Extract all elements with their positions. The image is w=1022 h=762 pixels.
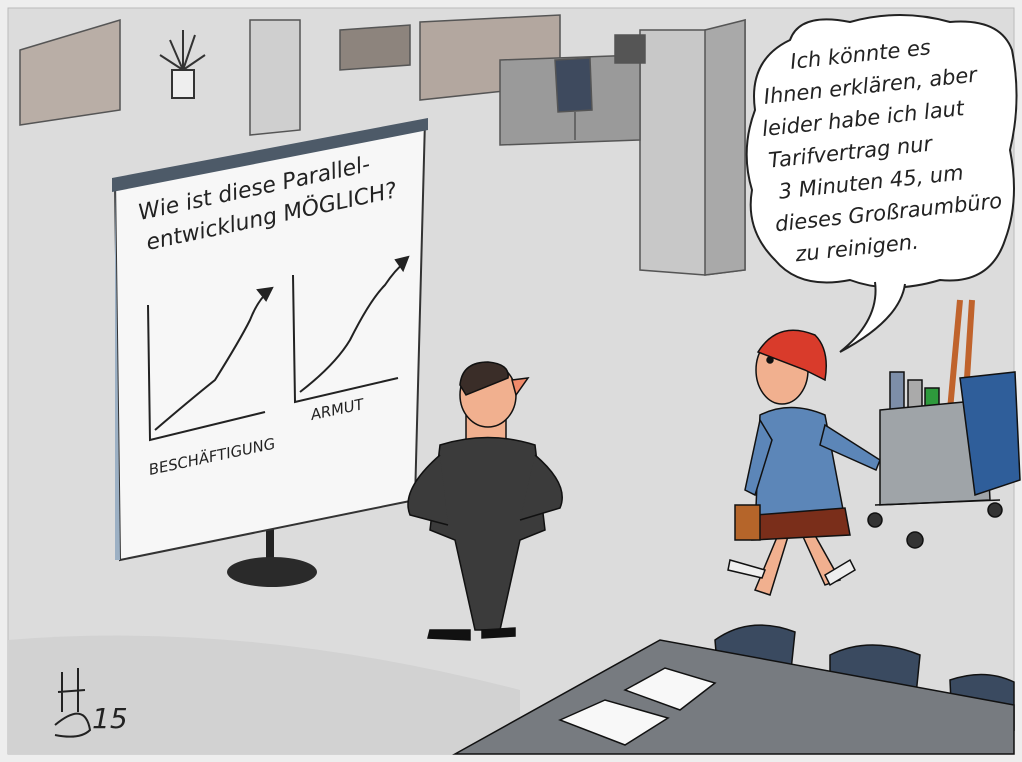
partitions-part: [705, 20, 745, 275]
cartoon: Wie ist diese Parallel- entwicklung MÖGL…: [0, 0, 1022, 762]
plant-part: [172, 70, 194, 98]
cleaning-cart-part: [988, 503, 1002, 517]
flipchart-part: [227, 557, 317, 587]
cleaning-cart-part: [907, 532, 923, 548]
partitions-part: [250, 20, 300, 135]
page: Wie ist diese Parallel- entwicklung MÖGL…: [0, 0, 1022, 762]
cleaning-cart-part: [868, 513, 882, 527]
partitions-part: [615, 35, 645, 63]
signature-year: 15: [92, 702, 128, 735]
partitions-part: [340, 25, 410, 70]
partitions-part: [555, 58, 592, 112]
cleaner-part: [767, 357, 773, 363]
cleaning-cart-part: [890, 372, 904, 412]
cleaner-part: [735, 505, 760, 540]
